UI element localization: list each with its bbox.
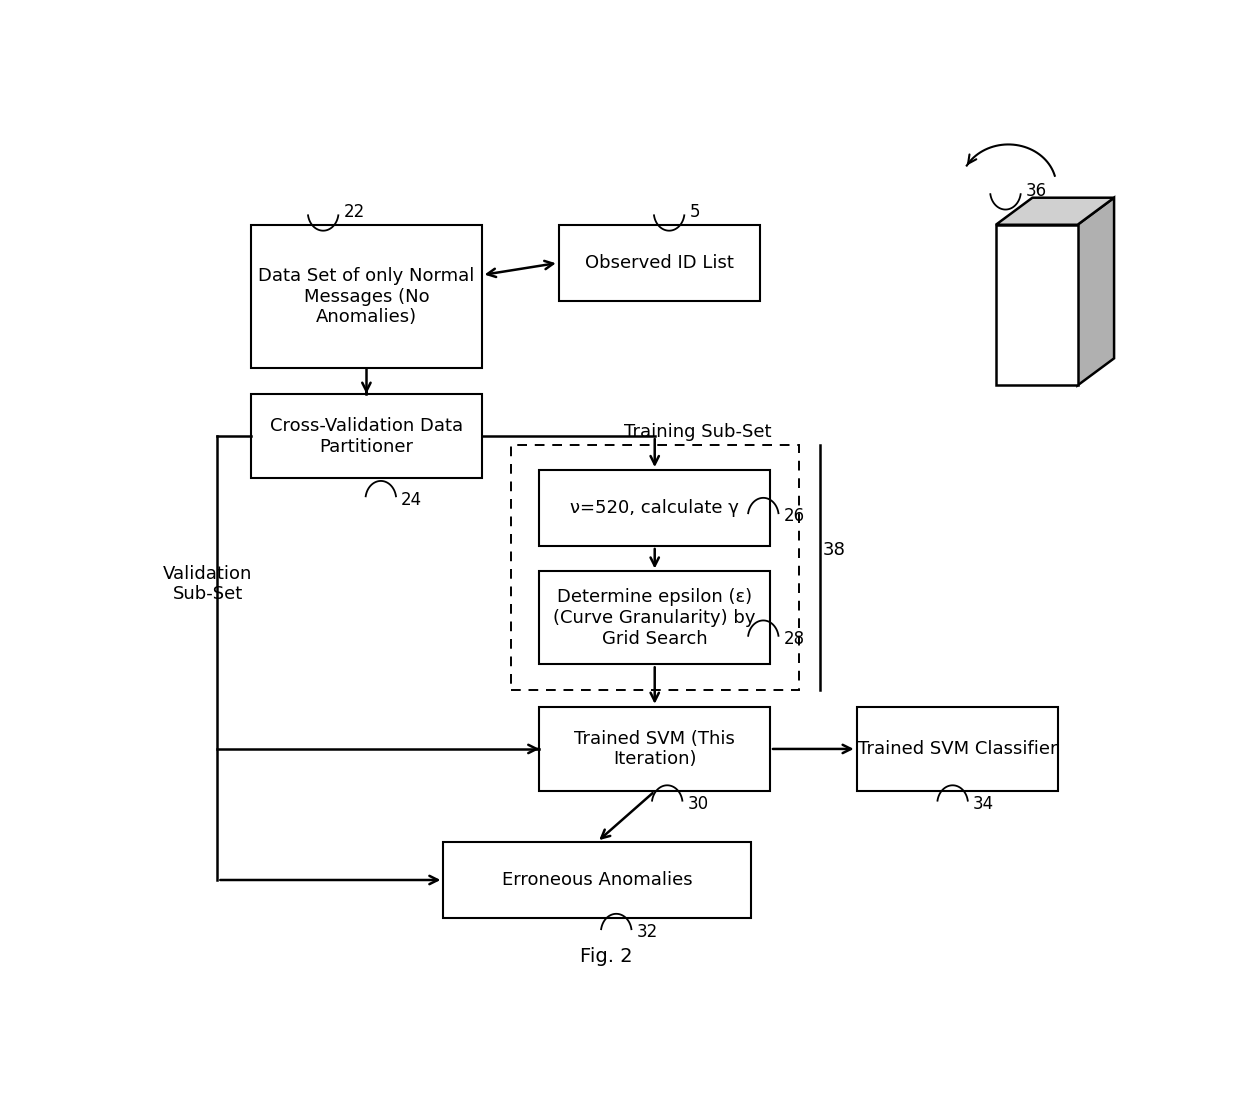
Text: ν=520, calculate γ: ν=520, calculate γ bbox=[570, 498, 739, 517]
Bar bbox=[996, 225, 1078, 385]
Text: Trained SVM Classifier: Trained SVM Classifier bbox=[858, 740, 1058, 758]
Bar bbox=[539, 707, 770, 792]
Text: Trained SVM (This
Iteration): Trained SVM (This Iteration) bbox=[574, 729, 735, 769]
Bar bbox=[250, 225, 481, 369]
Text: 5: 5 bbox=[689, 203, 699, 221]
Bar bbox=[444, 842, 750, 918]
Text: 34: 34 bbox=[973, 795, 994, 813]
Text: 32: 32 bbox=[636, 923, 657, 941]
Bar bbox=[511, 445, 799, 690]
Text: Erroneous Anomalies: Erroneous Anomalies bbox=[502, 871, 692, 889]
Text: 28: 28 bbox=[784, 630, 805, 648]
Text: Training Sub-Set: Training Sub-Set bbox=[624, 423, 771, 441]
Bar bbox=[558, 225, 760, 301]
Text: 24: 24 bbox=[401, 491, 422, 508]
Text: 26: 26 bbox=[784, 507, 805, 526]
Polygon shape bbox=[1078, 198, 1114, 385]
Bar bbox=[250, 394, 481, 479]
Text: 36: 36 bbox=[1025, 182, 1047, 200]
Bar bbox=[539, 470, 770, 546]
Bar bbox=[857, 707, 1058, 792]
Text: Cross-Validation Data
Partitioner: Cross-Validation Data Partitioner bbox=[270, 417, 463, 456]
Bar bbox=[539, 571, 770, 664]
Polygon shape bbox=[996, 198, 1114, 225]
Text: 38: 38 bbox=[823, 541, 846, 559]
Text: 22: 22 bbox=[343, 203, 365, 221]
Text: 30: 30 bbox=[687, 795, 708, 813]
Text: Observed ID List: Observed ID List bbox=[585, 254, 734, 272]
Text: Validation
Sub-Set: Validation Sub-Set bbox=[164, 564, 253, 604]
Text: Determine epsilon (ε)
(Curve Granularity) by
Grid Search: Determine epsilon (ε) (Curve Granularity… bbox=[553, 589, 756, 648]
Text: Fig. 2: Fig. 2 bbox=[580, 948, 632, 966]
Text: Data Set of only Normal
Messages (No
Anomalies): Data Set of only Normal Messages (No Ano… bbox=[258, 267, 475, 326]
